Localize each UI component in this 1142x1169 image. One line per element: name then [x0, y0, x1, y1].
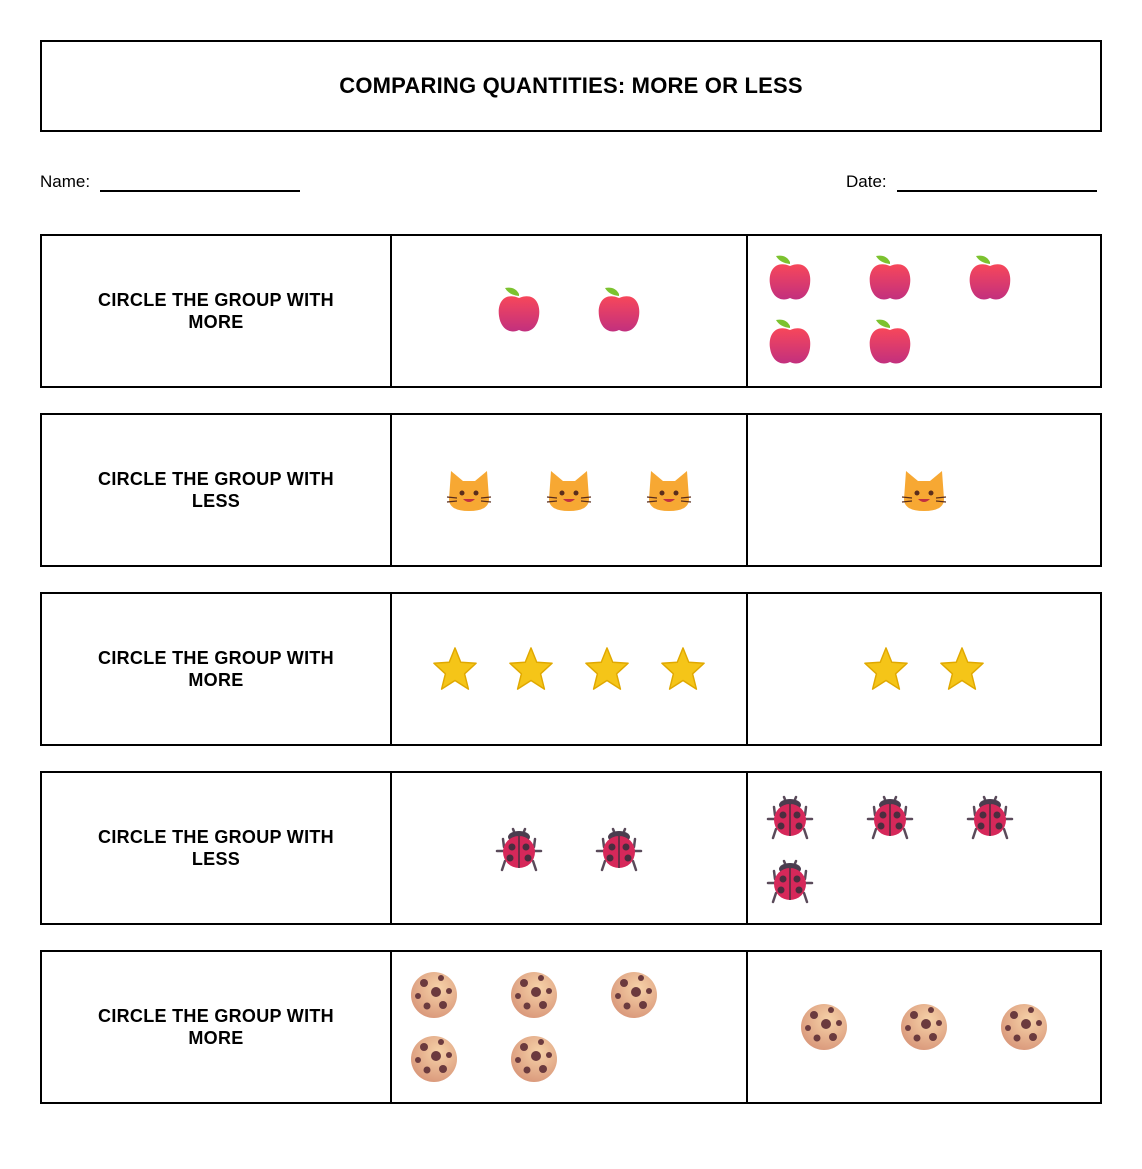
name-field: Name:: [40, 172, 301, 192]
cat-face-icon: [445, 465, 493, 515]
date-label: Date:: [846, 172, 887, 191]
star-icon: [862, 644, 910, 694]
star-icon: [507, 644, 555, 694]
exercise-row-3: CIRCLE THE GROUP WITH MORE: [40, 592, 1102, 746]
group-b[interactable]: [748, 594, 1100, 744]
group-a[interactable]: [392, 773, 748, 923]
title-box: COMPARING QUANTITIES: MORE OR LESS: [40, 40, 1102, 132]
group-b[interactable]: [748, 773, 1100, 923]
instruction: CIRCLE THE GROUP WITH LESS: [98, 827, 334, 869]
apple-icon: [766, 254, 814, 304]
cat-face-icon: [545, 465, 593, 515]
name-label: Name:: [40, 172, 91, 191]
ladybug-icon: [766, 791, 814, 841]
apple-icon: [966, 254, 1014, 304]
instruction: CIRCLE THE GROUP WITH LESS: [98, 469, 334, 511]
cat-face-icon: [900, 465, 948, 515]
name-blank[interactable]: [100, 176, 301, 192]
group-a[interactable]: [392, 415, 748, 565]
cookie-icon: [900, 1002, 948, 1052]
exercise-row-5: CIRCLE THE GROUP WITH MORE: [40, 950, 1102, 1104]
instruction: CIRCLE THE GROUP WITH MORE: [98, 1006, 334, 1048]
group-a[interactable]: [392, 594, 748, 744]
cookie-icon: [800, 1002, 848, 1052]
star-icon: [583, 644, 631, 694]
apple-icon: [595, 286, 643, 336]
ladybug-icon: [495, 823, 543, 873]
apple-icon: [866, 254, 914, 304]
cookie-icon: [510, 1034, 558, 1084]
instruction: CIRCLE THE GROUP WITH MORE: [98, 648, 334, 690]
star-icon: [431, 644, 479, 694]
worksheet-title: COMPARING QUANTITIES: MORE OR LESS: [339, 73, 803, 98]
apple-icon: [866, 318, 914, 368]
date-field: Date:: [846, 172, 1097, 192]
cookie-icon: [510, 970, 558, 1020]
group-b[interactable]: [748, 236, 1100, 386]
group-b[interactable]: [748, 952, 1100, 1102]
ladybug-icon: [866, 791, 914, 841]
instruction: CIRCLE THE GROUP WITH MORE: [98, 290, 334, 332]
exercise-row-2: CIRCLE THE GROUP WITH LESS: [40, 413, 1102, 567]
group-a[interactable]: [392, 952, 748, 1102]
exercise-row-1: CIRCLE THE GROUP WITH MORE: [40, 234, 1102, 388]
group-a[interactable]: [392, 236, 748, 386]
apple-icon: [495, 286, 543, 336]
exercise-row-4: CIRCLE THE GROUP WITH LESS: [40, 771, 1102, 925]
cookie-icon: [610, 970, 658, 1020]
star-icon: [659, 644, 707, 694]
ladybug-icon: [766, 855, 814, 905]
date-blank[interactable]: [896, 176, 1097, 192]
apple-icon: [766, 318, 814, 368]
cookie-icon: [410, 1034, 458, 1084]
group-b[interactable]: [748, 415, 1100, 565]
ladybug-icon: [595, 823, 643, 873]
ladybug-icon: [966, 791, 1014, 841]
cat-face-icon: [645, 465, 693, 515]
cookie-icon: [1000, 1002, 1048, 1052]
star-icon: [938, 644, 986, 694]
cookie-icon: [410, 970, 458, 1020]
